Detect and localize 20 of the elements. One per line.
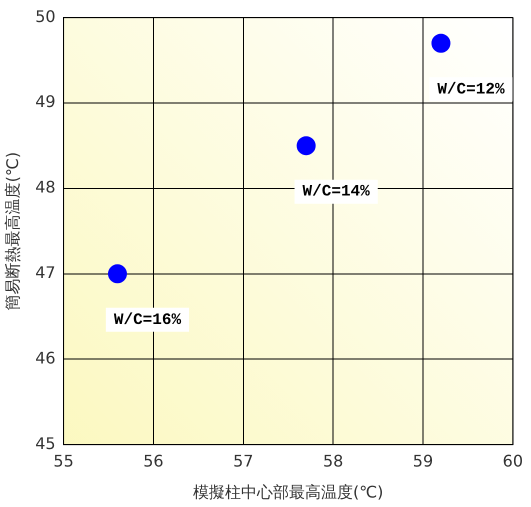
x-axis-title: 模擬柱中心部最高温度(℃)	[192, 482, 384, 502]
x-tick-label: 56	[143, 451, 164, 470]
x-tick-label: 60	[502, 451, 523, 470]
x-tick-label: 58	[322, 451, 344, 470]
y-tick-label: 46	[35, 348, 56, 368]
point	[296, 136, 316, 156]
y-tick-label: 48	[35, 178, 56, 197]
x-tick-label: 59	[412, 451, 434, 470]
y-axis-title: 簡易断熱最高温度(℃)	[2, 152, 22, 310]
y-tick-label: 50	[35, 6, 56, 26]
y-tick-label: 47	[35, 262, 56, 282]
annotation: W/C=16%	[114, 310, 182, 329]
point	[108, 264, 127, 284]
annotation: W/C=12%	[437, 80, 505, 98]
y-tick-label: 49	[35, 92, 56, 112]
x-tick-label: 57	[233, 451, 254, 470]
y-tick-label: 45	[35, 434, 56, 453]
annotation: W/C=14%	[302, 182, 370, 201]
x-tick-label: 55	[53, 451, 74, 470]
point	[431, 34, 450, 53]
